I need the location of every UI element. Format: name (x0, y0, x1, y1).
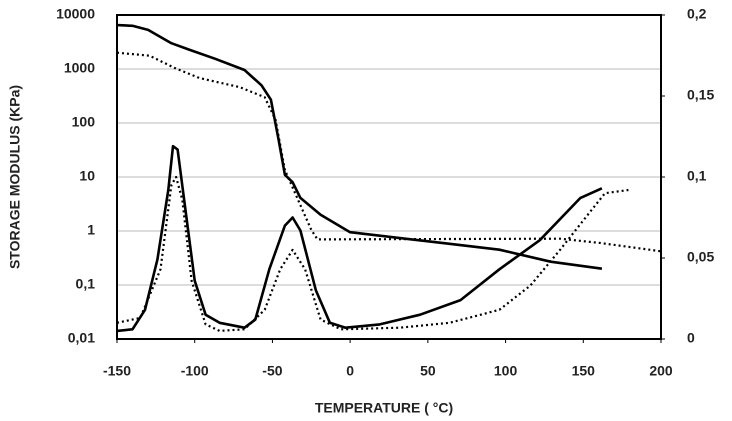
y-tick-label: 10000 (56, 6, 95, 22)
y-tick-label: 100 (72, 114, 96, 130)
y-tick-label: 1 (87, 222, 95, 238)
x-axis-title: TEMPERATURE ( °C) (315, 400, 453, 416)
x-tick-label: -150 (103, 363, 131, 379)
x-tick-label: 150 (572, 363, 596, 379)
y2-tick-label: 0,1 (687, 168, 707, 184)
x-tick-label: 0 (346, 363, 354, 379)
y-tick-label: 0,01 (68, 330, 95, 346)
x-tick-label: 50 (420, 363, 436, 379)
series-line (116, 175, 629, 332)
x-tick-label: 100 (494, 363, 518, 379)
y-tick-label: 0,1 (76, 276, 96, 292)
x-tick-label: 200 (649, 363, 673, 379)
x-tick-label: -50 (262, 363, 282, 379)
x-tick-label: -100 (181, 363, 209, 379)
y-tick-label: 10 (79, 168, 95, 184)
y2-tick-label: 0,05 (687, 249, 714, 265)
plot-frame (116, 14, 662, 340)
series-line (116, 51, 662, 253)
series-line (116, 23, 603, 270)
series-line (116, 144, 603, 333)
y-axis-title: STORAGE MODULUS (KPa) (7, 85, 23, 269)
y-tick-label: 1000 (64, 60, 95, 76)
y2-tick-label: 0,2 (687, 6, 707, 22)
y2-tick-label: 0 (687, 330, 695, 346)
y2-tick-label: 0,15 (687, 87, 714, 103)
